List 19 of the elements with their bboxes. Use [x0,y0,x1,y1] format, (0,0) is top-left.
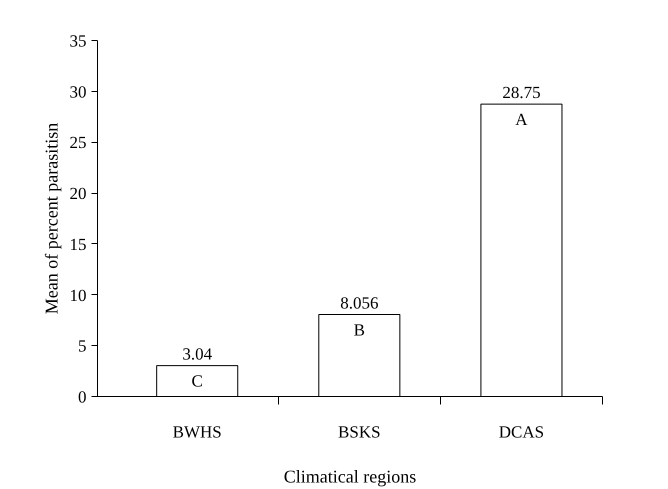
y-tick-label: 0 [78,388,86,406]
y-tick-label: 10 [70,286,86,305]
x-tick-label: BWHS [172,422,222,442]
data-label: 8.056 [340,294,378,313]
y-tick-label: 15 [70,234,86,254]
x-tick-label: BSKS [338,422,381,442]
annotation: C [192,372,203,391]
y-tick-label: 5 [78,336,86,356]
annotation: B [354,320,365,340]
data-label: 28.75 [502,83,541,102]
annotation: A [515,110,528,130]
y-axis-title: Mean of percent parasitisn [42,122,62,314]
y-tick-label: 35 [70,32,86,50]
y-tick-label: 25 [70,133,86,152]
y-tick-label: 20 [70,184,86,204]
data-label: 3.04 [182,344,213,364]
x-tick-label: DCAS [498,422,544,442]
y-tick-label: 30 [70,82,86,102]
x-axis-title: Climatical regions [284,466,416,486]
